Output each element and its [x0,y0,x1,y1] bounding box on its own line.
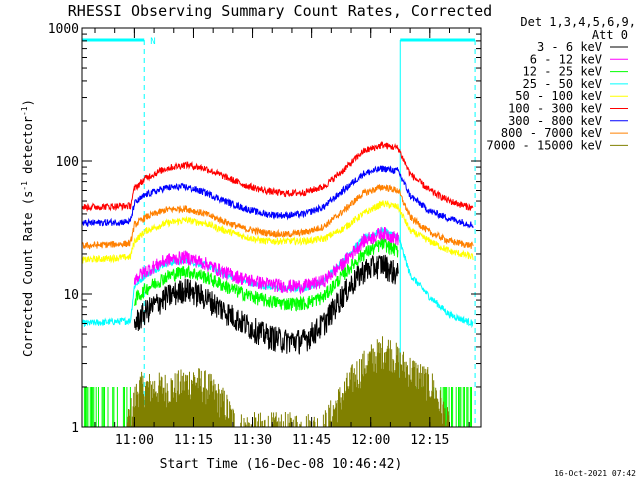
x-axis-label: Start Time (16-Dec-08 10:46:42) [160,457,403,472]
series-line-50to100kev [81,199,474,264]
legend-label-6to12kev: 6 - 12 keV [530,52,602,66]
x-tick-label: 11:45 [292,433,331,448]
y-axis-label-part-3: ) [21,99,35,106]
generation-timestamp: 16-Oct-2021 07:42 [554,469,636,478]
series-line-7000to15000kev [126,336,450,427]
legend-title-detectors: Det 1,3,4,5,6,9, [520,15,636,29]
y-tick-label: 100 [56,155,79,170]
legend-label-7000to15000kev: 7000 - 15000 keV [486,138,602,152]
legend-title-attenuator: Att 0 [592,28,628,42]
series-line-300to800kev [81,165,474,229]
axis-layer: 1 10 100 1000 11:00 11:15 11:30 11:45 12:00 12:15 [48,22,482,448]
legend-label-800to7000kev: 800 - 7000 keV [501,126,602,140]
series-line-800to7000kev [81,183,474,250]
chart-title: RHESSI Observing Summary Count Rates, Co… [68,2,492,20]
y-axis-label-part-2: detector [21,116,35,181]
series-line-100to300kev [81,141,474,213]
y-tick-label: 10 [63,288,79,303]
series-line-12to25kev [133,237,399,312]
x-tick-label: 11:15 [174,433,213,448]
y-tick-label: 1000 [48,22,79,37]
legend-label-3to6kev: 3 - 6 keV [537,40,602,54]
series-line-3to6kev [133,254,399,355]
series-line-6to12kev [133,226,399,295]
y-axis-label-part-1: Corrected Count Rate (s [21,191,35,357]
y-axis-label-sup-2: -1 [20,106,29,116]
x-tick-label: 12:00 [351,433,390,448]
y-axis-label: Corrected Count Rate (s-1 detector-1) [20,99,35,357]
y-axis-label-sup-1: -1 [20,181,29,191]
legend-label-100to300kev: 100 - 300 keV [508,102,602,116]
legend-label-300to800kev: 300 - 800 keV [508,114,602,128]
legend-label-12to25kev: 12 - 25 keV [523,65,602,79]
y-tick-label: 1 [71,421,79,436]
legend-label-50to100kev: 50 - 100 keV [515,89,602,103]
x-tick-label: 12:15 [410,433,449,448]
x-tick-label: 11:00 [115,433,154,448]
x-tick-label: 11:30 [233,433,272,448]
series-layer: N [81,37,476,427]
night-annotation-n: N [150,37,155,47]
plot-frame [81,27,482,428]
legend-label-25to50kev: 25 - 50 keV [523,77,602,91]
